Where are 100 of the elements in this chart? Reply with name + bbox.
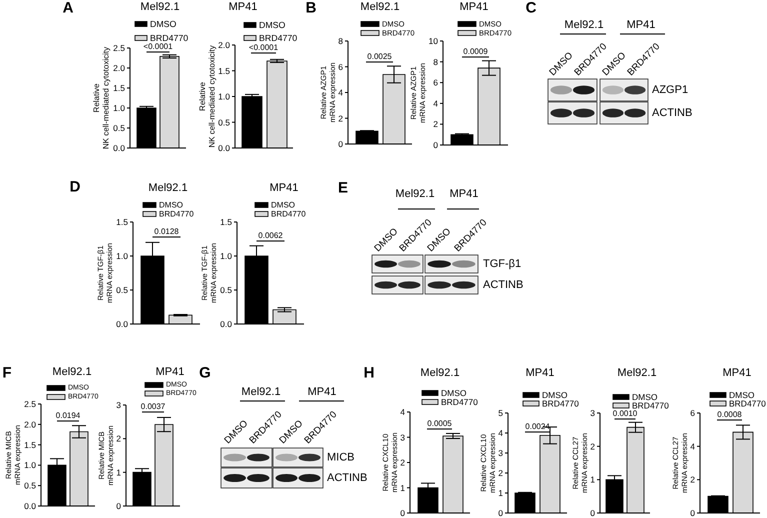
annotation: 0.0010 bbox=[612, 409, 638, 418]
y-tick-label: 0 bbox=[400, 508, 406, 518]
legend-label: BRD4770 bbox=[729, 398, 766, 408]
y-tick-label: 8 bbox=[433, 56, 438, 67]
y-tick-label: 2 bbox=[400, 458, 406, 468]
annotation: 0.0008 bbox=[717, 410, 742, 419]
text: MICB bbox=[327, 452, 354, 464]
y-tick-label: 0.0 bbox=[24, 501, 36, 512]
y-axis-title: Relative NK cell-mediated cytotoxicity bbox=[198, 45, 217, 148]
y-tick-label: 5 bbox=[498, 408, 504, 418]
legend-label: DMSO bbox=[159, 200, 183, 210]
text: MP41 bbox=[450, 188, 478, 200]
text: MP41 bbox=[626, 19, 656, 31]
chart-title: Mel92.1 bbox=[617, 367, 657, 379]
y-tick-label: 0.5 bbox=[220, 285, 232, 296]
text: B bbox=[306, 0, 317, 16]
chart-title: MP41 bbox=[460, 1, 488, 13]
legend-label: DMSO bbox=[632, 392, 658, 402]
y-tick-label: 1 bbox=[116, 467, 122, 478]
y-tick-label: 0 bbox=[590, 508, 596, 518]
y-tick-label: 0.0 bbox=[218, 143, 230, 154]
annotation: <0.0001 bbox=[248, 43, 279, 52]
y-tick-label: 2 bbox=[116, 434, 122, 444]
y-tick-label: 4 bbox=[400, 407, 406, 418]
text: MP41 bbox=[308, 386, 336, 398]
annotation: 0.0005 bbox=[427, 419, 452, 428]
text: AZGP1 bbox=[652, 84, 688, 96]
y-tick-label: 1.5 bbox=[113, 83, 126, 94]
text: F bbox=[2, 364, 12, 382]
text: Mel92.1 bbox=[564, 19, 604, 31]
chart-title: Mel92.1 bbox=[420, 367, 460, 379]
annotation: 0.0024 bbox=[525, 422, 550, 431]
legend-label: BRD4770 bbox=[632, 400, 670, 410]
legend-label: DMSO bbox=[150, 19, 177, 29]
y-tick-label: 1.5 bbox=[218, 66, 230, 76]
y-tick-label: 2 bbox=[498, 468, 504, 478]
legend-label: BRD4770 bbox=[259, 33, 298, 43]
text: ACTINB bbox=[327, 472, 368, 484]
y-tick-label: 2.5 bbox=[113, 43, 126, 54]
annotation: 0.0128 bbox=[154, 227, 180, 236]
y-tick-label: 1.0 bbox=[218, 92, 230, 102]
y-tick-label: 1 bbox=[400, 482, 406, 493]
y-tick-label: 10 bbox=[428, 36, 438, 46]
legend-label: DMSO bbox=[729, 390, 755, 400]
y-tick-label: 3 bbox=[400, 432, 406, 442]
annotation: 0.0037 bbox=[140, 402, 166, 411]
text: E bbox=[338, 180, 348, 196]
y-tick-label: 6 bbox=[338, 62, 344, 72]
y-tick-label: 2 bbox=[433, 119, 438, 130]
y-tick-label: 0 bbox=[433, 140, 438, 150]
y-tick-label: 0 bbox=[116, 501, 122, 512]
annotation: 0.0194 bbox=[56, 411, 81, 420]
legend-label: DMSO bbox=[542, 390, 568, 400]
y-tick-label: 2 bbox=[338, 113, 344, 124]
legend-label: BRD4770 bbox=[159, 210, 194, 218]
annotation: 0.0009 bbox=[463, 47, 488, 56]
annotation: 0.0062 bbox=[258, 231, 284, 240]
text: Mel92.1 bbox=[395, 188, 435, 200]
y-tick-label: 0.0 bbox=[116, 319, 128, 330]
y-tick-label: 0 bbox=[690, 508, 696, 518]
y-tick-label: 0.5 bbox=[24, 480, 36, 491]
legend-label: DMSO bbox=[259, 20, 286, 30]
y-tick-label: 1.0 bbox=[116, 251, 128, 262]
chart-title: MP41 bbox=[270, 182, 298, 194]
y-tick-label: 0.5 bbox=[113, 123, 126, 134]
chart-title: MP41 bbox=[526, 367, 554, 379]
chart-title: Mel92.1 bbox=[140, 1, 180, 13]
text: Mel92.1 bbox=[241, 386, 281, 398]
text: TGF-β1 bbox=[483, 258, 522, 270]
legend-label: DMSO bbox=[441, 388, 467, 398]
y-tick-label: 0.0 bbox=[113, 143, 126, 154]
y-tick-label: 0 bbox=[338, 139, 344, 150]
y-tick-label: 0.5 bbox=[116, 285, 128, 296]
y-tick-label: 1.0 bbox=[24, 460, 36, 470]
text: ACTINB bbox=[652, 107, 692, 119]
chart-title: MP41 bbox=[156, 366, 184, 378]
y-tick-label: 1.0 bbox=[220, 251, 232, 262]
y-tick-label: 1.5 bbox=[116, 217, 128, 228]
chart-title: Mel92.1 bbox=[52, 366, 92, 378]
text: D bbox=[70, 178, 81, 196]
y-tick-label: 0.5 bbox=[218, 117, 230, 128]
y-tick-label: 2 bbox=[590, 441, 596, 452]
y-tick-label: 2.0 bbox=[218, 40, 230, 50]
y-tick-label: 4 bbox=[690, 441, 696, 452]
text: A bbox=[62, 0, 74, 16]
y-axis-title: Relative NK cell-mediated cytotoxicity bbox=[92, 46, 111, 150]
text: H bbox=[364, 364, 374, 382]
y-tick-label: 4 bbox=[433, 98, 438, 108]
y-tick-label: 2.5 bbox=[24, 399, 36, 410]
y-tick-label: 8 bbox=[338, 36, 344, 46]
y-tick-label: 1 bbox=[590, 474, 596, 485]
y-tick-label: 6 bbox=[433, 78, 438, 88]
y-tick-label: 3 bbox=[590, 408, 596, 418]
y-tick-label: 3 bbox=[498, 448, 504, 458]
y-tick-label: 6 bbox=[690, 408, 696, 418]
chart-title: Mel92.1 bbox=[360, 1, 400, 13]
chart-title: MP41 bbox=[228, 1, 258, 13]
annotation: 0.0025 bbox=[367, 52, 392, 61]
chart-title: MP41 bbox=[722, 367, 752, 379]
y-tick-label: 1.5 bbox=[220, 217, 232, 228]
